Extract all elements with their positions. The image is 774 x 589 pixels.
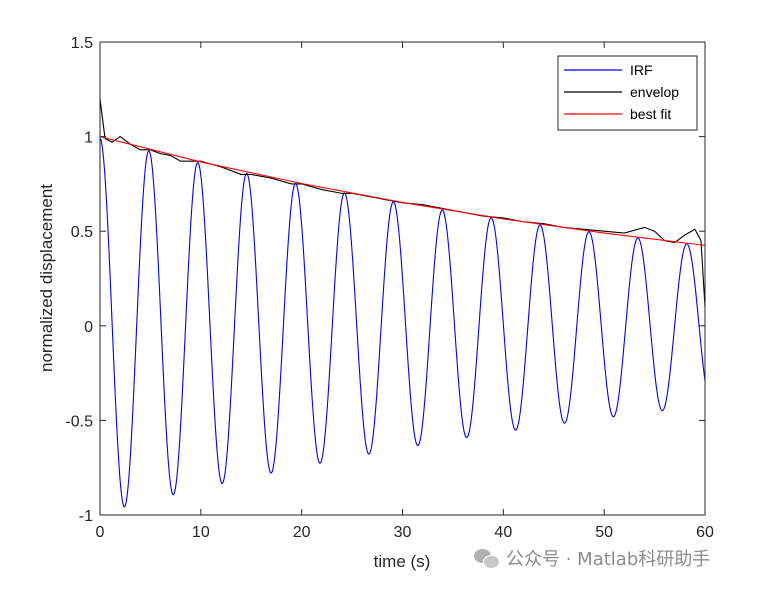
x-tick-label: 40 — [494, 524, 512, 541]
x-tick-label: 30 — [394, 524, 412, 541]
plot-lines — [99, 98, 706, 508]
series-line-irf — [99, 138, 706, 508]
x-tick-label: 20 — [293, 524, 311, 541]
legend-box — [557, 55, 698, 131]
y-axis-label: normalized displacement — [37, 184, 56, 372]
y-tick-label: 0.5 — [71, 224, 93, 241]
y-tick-label: -1 — [79, 508, 93, 525]
x-axis-label: time (s) — [374, 552, 431, 571]
watermark: 公众号 · Matlab科研助手 — [474, 545, 710, 571]
series-line-best-fit — [99, 136, 706, 246]
watermark-text: 公众号 · Matlab科研助手 — [506, 549, 711, 570]
y-tick-label: -0.5 — [65, 413, 93, 430]
x-tick-label: 10 — [192, 524, 210, 541]
y-tick-label: 1.5 — [71, 35, 93, 52]
tick-group: 0 10 20 30 40 50 60 -1 -0.5 0 0.5 1 1.5 — [65, 35, 714, 541]
x-tick-label: 0 — [96, 524, 105, 541]
legend-label: envelop — [630, 84, 679, 100]
y-tick-label: 1 — [84, 130, 93, 147]
x-tick-label: 60 — [696, 524, 714, 541]
y-tick-label: 0 — [84, 319, 93, 336]
x-tick-label: 50 — [595, 524, 613, 541]
legend-label: best fit — [630, 106, 671, 122]
wechat-icon — [474, 547, 500, 569]
legend-label: IRF — [630, 62, 653, 78]
legend: IRF envelop best fit — [557, 55, 698, 131]
